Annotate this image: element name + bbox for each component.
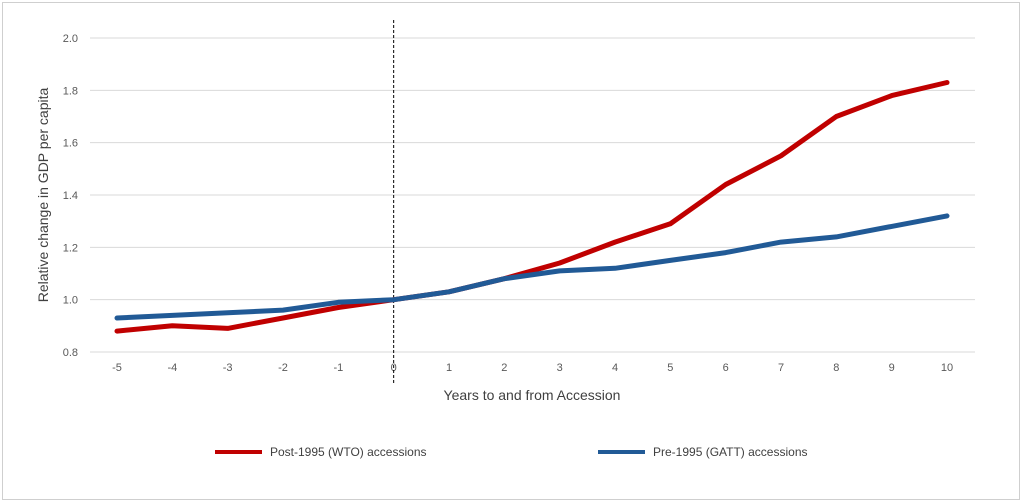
x-tick-label: 7 — [778, 362, 784, 374]
x-tick-label: 2 — [501, 362, 507, 374]
series-group — [114, 80, 950, 334]
series-line-post-1995-wto — [114, 80, 950, 334]
x-tick-label: 5 — [667, 362, 673, 374]
y-tick-label: 1.2 — [63, 242, 78, 254]
y-axis-title: Relative change in GDP per capita — [35, 88, 51, 303]
legend-label: Post-1995 (WTO) accessions — [270, 445, 427, 459]
y-tick-label: 1.0 — [63, 295, 78, 307]
x-tick-label: 1 — [446, 362, 452, 374]
x-tick-label: 10 — [941, 362, 953, 374]
x-tick-label: -4 — [167, 362, 177, 374]
x-axis-ticks: -5-4-3-2-1012345678910 — [112, 362, 953, 374]
x-tick-label: 8 — [833, 362, 839, 374]
x-tick-label: 3 — [557, 362, 563, 374]
y-tick-label: 1.8 — [63, 85, 78, 97]
x-tick-label: 9 — [889, 362, 895, 374]
x-tick-label: -1 — [333, 362, 343, 374]
x-tick-label: -3 — [223, 362, 233, 374]
y-axis-ticks: 0.8 1.0 1.2 1.4 1.6 1.8 2.0 — [63, 33, 78, 359]
gridlines — [90, 37, 975, 353]
x-tick-label: -2 — [278, 362, 288, 374]
legend-label: Pre-1995 (GATT) accessions — [653, 445, 808, 459]
y-tick-label: 1.4 — [63, 190, 78, 202]
x-tick-label: -5 — [112, 362, 122, 374]
y-tick-label: 1.6 — [63, 138, 78, 150]
x-axis-title: Years to and from Accession — [444, 387, 621, 403]
y-tick-label: 2.0 — [63, 33, 78, 45]
x-tick-label: 4 — [612, 362, 618, 374]
x-tick-label: 6 — [723, 362, 729, 374]
series-line-pre-1995-gatt — [114, 213, 950, 321]
y-tick-label: 0.8 — [63, 347, 78, 359]
legend: Post-1995 (WTO) accessions Pre-1995 (GATT… — [215, 445, 808, 459]
